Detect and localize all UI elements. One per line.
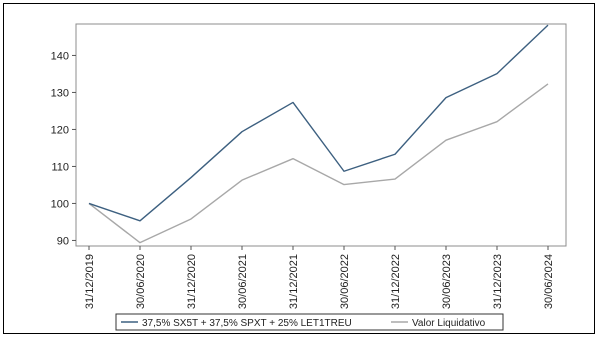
x-tick-label: 30/06/2021 <box>237 254 249 309</box>
chart-frame: 90 100 110 120 130 140 31/12/2019 30/06/2020 31… <box>3 3 595 334</box>
y-tick-label: 140 <box>51 50 69 62</box>
x-tick-label: 31/12/2022 <box>390 254 402 309</box>
x-tick-label: 30/06/2023 <box>441 254 453 309</box>
legend-label-series-2: Valor Liquidativo <box>412 318 486 329</box>
y-tick-label: 130 <box>51 87 69 99</box>
y-tick-label: 100 <box>51 198 69 210</box>
legend-box <box>115 313 504 331</box>
y-tick-label: 90 <box>57 235 69 247</box>
x-tick-label: 31/12/2021 <box>288 254 300 309</box>
x-axis: 31/12/2019 30/06/2020 31/12/2020 30/06/2021… <box>84 246 555 309</box>
legend: 37,5% SX5T + 37,5% SPXT + 25% LET1TREU V… <box>115 313 504 331</box>
series-group <box>88 24 549 244</box>
legend-label-series-1: 37,5% SX5T + 37,5% SPXT + 25% LET1TREU <box>142 318 352 329</box>
y-axis: 90 100 110 120 130 140 <box>51 50 76 247</box>
x-tick-label: 31/12/2020 <box>186 254 198 309</box>
series-line-1 <box>88 24 549 222</box>
x-tick-label: 31/12/2023 <box>492 254 504 309</box>
x-tick-label: 31/12/2019 <box>84 254 96 309</box>
y-tick-label: 120 <box>51 124 69 136</box>
x-tick-label: 30/06/2022 <box>339 254 351 309</box>
x-tick-label: 30/06/2020 <box>135 254 147 309</box>
plot-area <box>75 23 567 247</box>
x-tick-label: 30/06/2024 <box>543 254 555 309</box>
series-line-2 <box>88 83 549 244</box>
y-tick-label: 110 <box>51 161 69 173</box>
